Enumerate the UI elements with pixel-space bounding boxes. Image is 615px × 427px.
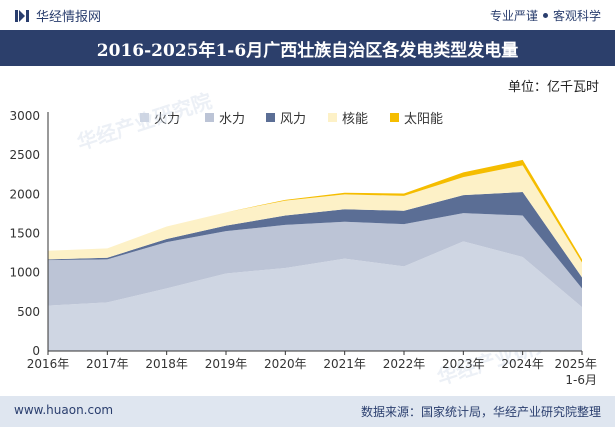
legend-item[interactable]: 核能 xyxy=(328,108,368,127)
area-series-5 xyxy=(48,159,582,263)
y-tick-label: 3000 xyxy=(9,109,40,123)
legend-label: 风力 xyxy=(280,112,307,127)
y-tick-label: 1500 xyxy=(9,227,40,241)
x-tick-label: 2021年 xyxy=(323,357,366,371)
legend: 火力 水力 风力 核能 太阳能 xyxy=(0,108,615,127)
legend-item[interactable]: 火力 xyxy=(140,108,180,127)
footer: www.huaon.com 数据来源：国家统计局，华经产业研究院整理 xyxy=(0,396,615,427)
slogan-right: 客观科学 xyxy=(552,9,601,23)
unit-label: 单位：亿千瓦时 xyxy=(507,80,599,95)
legend-label: 核能 xyxy=(342,112,369,127)
area-series-2 xyxy=(48,213,582,308)
area-series-3 xyxy=(48,191,582,289)
legend-swatch xyxy=(328,113,337,122)
slogan: 专业严谨 客观科学 xyxy=(490,7,601,24)
footer-website[interactable]: www.huaon.com xyxy=(14,403,114,417)
x-tick-label: 2016年 xyxy=(27,357,70,371)
x-tick-label: 2018年 xyxy=(145,357,188,371)
x-tick-label: 1-6月 xyxy=(565,373,597,387)
chart-title-bar: 2016-2025年1-6月广西壮族自治区各发电类型发电量 xyxy=(0,30,615,66)
y-tick-label: 0 xyxy=(32,344,40,358)
footer-source: 数据来源：国家统计局，华经产业研究院整理 xyxy=(360,405,601,419)
watermark-text: 华经产业研究院 xyxy=(74,89,215,155)
legend-item[interactable]: 太阳能 xyxy=(390,108,443,127)
y-tick-label: 1000 xyxy=(9,266,40,280)
x-tick-label: 2017年 xyxy=(86,357,129,371)
top-bar: 华经情报网 专业严谨 客观科学 xyxy=(0,0,615,30)
chart-area: 华经产业研究院华经产业研究院05001000150020002500300020… xyxy=(9,89,597,390)
x-tick-label: 2019年 xyxy=(205,357,248,371)
y-tick-label: 2500 xyxy=(9,148,40,162)
legend-swatch xyxy=(140,113,149,122)
x-tick-label: 2020年 xyxy=(264,357,307,371)
y-tick-label: 2000 xyxy=(9,187,40,201)
x-tick-label: 2025年 xyxy=(554,357,597,371)
area-series-4 xyxy=(48,165,582,278)
slogan-left: 专业严谨 xyxy=(489,9,538,23)
brand-name: 华经情报网 xyxy=(36,10,102,25)
x-tick-label: 2023年 xyxy=(442,357,485,371)
brand[interactable]: 华经情报网 xyxy=(14,6,101,25)
area-series-1 xyxy=(48,241,582,351)
legend-swatch xyxy=(390,113,399,122)
y-tick-label: 500 xyxy=(17,305,40,319)
chart-title: 2016-2025年1-6月广西壮族自治区各发电类型发电量 xyxy=(96,40,519,61)
slogan-dot-icon xyxy=(542,13,548,18)
legend-label: 水力 xyxy=(219,112,246,127)
legend-item[interactable]: 风力 xyxy=(266,108,306,127)
legend-swatch xyxy=(266,113,275,122)
x-tick-label: 2024年 xyxy=(501,357,544,371)
legend-item[interactable]: 水力 xyxy=(205,108,245,127)
legend-label: 火力 xyxy=(154,112,181,127)
legend-swatch xyxy=(205,113,214,122)
brand-logo-icon xyxy=(15,9,29,22)
legend-label: 太阳能 xyxy=(404,112,444,127)
x-tick-label: 2022年 xyxy=(383,357,426,371)
